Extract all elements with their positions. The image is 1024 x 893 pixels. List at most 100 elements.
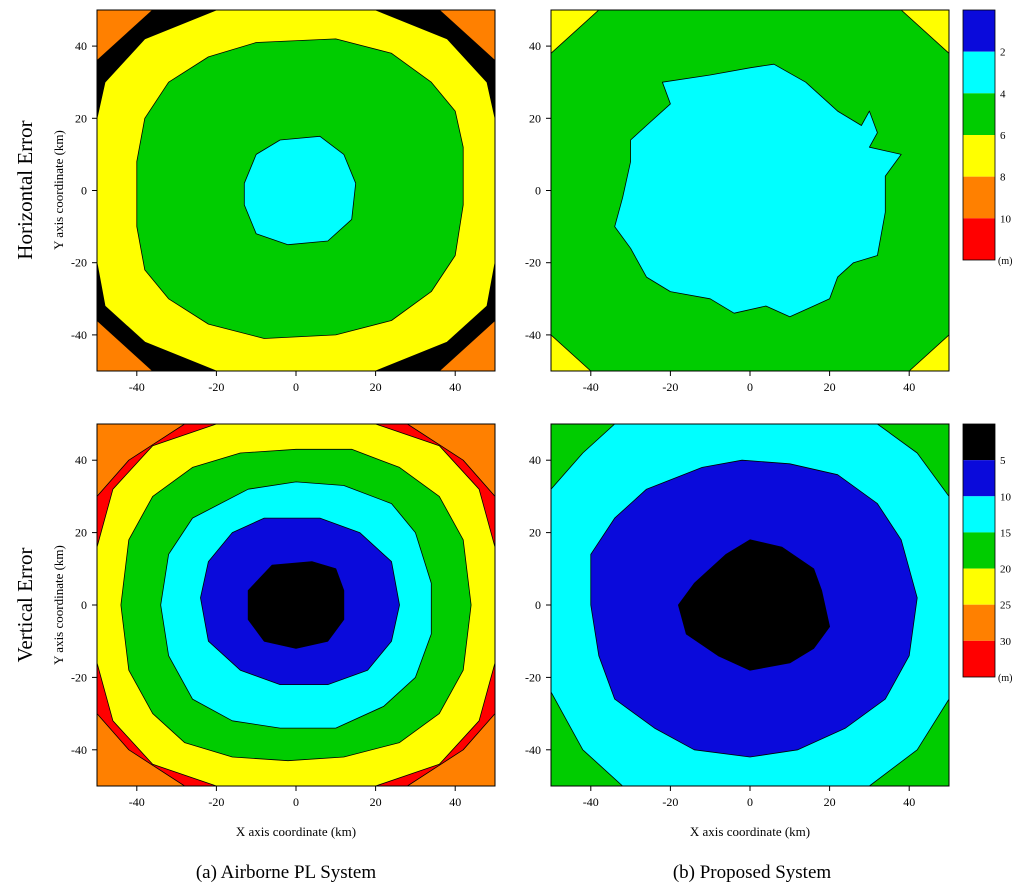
x-tick-label: 0 xyxy=(747,795,753,809)
contour-region xyxy=(97,424,186,497)
contour-region xyxy=(877,424,949,497)
colorbar-frame xyxy=(962,423,996,678)
colorbars: 2 4 6 8 10 (m) 5 10 15 20 25 30 (m) xyxy=(962,9,1012,684)
x-tick-label: 20 xyxy=(824,380,836,394)
x-tick-label: 0 xyxy=(293,795,299,809)
colorbar-swatch xyxy=(963,640,995,677)
colorbar-label: 2 xyxy=(1000,47,1006,59)
contour-panels: -40 -20 0 20 40 -40 -20 0 20 40 -40 -20 0 20 40 -40 -20 0… xyxy=(71,9,950,809)
contour-panel-3: -40 -20 0 20 40 -40 -20 0 20 40 xyxy=(525,423,950,809)
row-label-vertical: Vertical Error xyxy=(13,548,37,663)
y-tick-label: 0 xyxy=(81,598,87,612)
y-tick-label: 0 xyxy=(535,598,541,612)
x-tick-label: -40 xyxy=(583,380,599,394)
x-tick-label: -20 xyxy=(662,795,678,809)
colorbar-label: 10 xyxy=(1000,213,1012,225)
colorbar-0: 2 4 6 8 10 (m) xyxy=(962,9,1012,267)
x-tick-label: -40 xyxy=(129,380,145,394)
colorbar-swatch xyxy=(963,51,995,94)
contour-region xyxy=(97,320,154,371)
colorbar-label: 25 xyxy=(1000,600,1012,612)
contour-region xyxy=(406,713,495,786)
colorbar-swatch xyxy=(963,604,995,641)
colorbar-swatch xyxy=(963,93,995,135)
colorbar-swatch xyxy=(963,10,995,52)
contour-region xyxy=(869,698,949,786)
contour-region xyxy=(438,320,495,371)
colorbar-unit: (m) xyxy=(998,256,1012,267)
colorbar-label: 15 xyxy=(1000,527,1012,539)
contour-region xyxy=(406,424,495,497)
contour-region xyxy=(908,334,949,371)
y-tick-label: 0 xyxy=(81,184,87,198)
y-tick-label: 40 xyxy=(529,453,541,467)
colorbar-swatch xyxy=(963,424,995,461)
x-tick-label: -20 xyxy=(662,380,678,394)
x-tick-label: 40 xyxy=(449,380,461,394)
contour-region xyxy=(247,561,345,649)
y-tick-label: -20 xyxy=(525,256,541,270)
x-tick-label: 40 xyxy=(903,380,915,394)
y-tick-label: -40 xyxy=(525,328,541,342)
y-tick-label: -20 xyxy=(525,670,541,684)
y-tick-label: 20 xyxy=(75,526,87,540)
row-label-horizontal: Horizontal Error xyxy=(13,120,37,259)
x-tick-label: 20 xyxy=(824,795,836,809)
contour-panel-1: -40 -20 0 20 40 -40 -20 0 20 40 xyxy=(525,9,950,394)
y-tick-label: 0 xyxy=(535,184,541,198)
contour-panel-2: -40 -20 0 20 40 -40 -20 0 20 40 xyxy=(71,423,496,809)
contour-region xyxy=(551,10,600,54)
caption-left: (a) Airborne PL System xyxy=(196,862,377,883)
colorbar-swatch xyxy=(963,135,995,177)
contour-region xyxy=(97,713,186,786)
x-tick-label: 20 xyxy=(370,795,382,809)
x-tick-label: 0 xyxy=(747,380,753,394)
colorbar-label: 4 xyxy=(1000,88,1006,100)
y-tick-label: 20 xyxy=(529,526,541,540)
colorbar-swatch xyxy=(963,176,995,219)
contour-region xyxy=(551,424,616,490)
contour-region xyxy=(438,10,495,61)
colorbar-unit: (m) xyxy=(998,673,1012,684)
colorbar-swatch xyxy=(963,496,995,533)
colorbar-swatch xyxy=(963,532,995,569)
y-tick-label: -20 xyxy=(71,670,87,684)
x-tick-label: 40 xyxy=(903,795,915,809)
x-tick-label: -40 xyxy=(583,795,599,809)
contour-region xyxy=(900,10,949,54)
xlabel-right: X axis coordinate (km) xyxy=(690,824,810,839)
y-tick-label: 20 xyxy=(529,111,541,125)
contour-region xyxy=(551,334,592,371)
contour-panel-0: -40 -20 0 20 40 -40 -20 0 20 40 xyxy=(71,9,496,394)
x-tick-label: -40 xyxy=(129,795,145,809)
colorbar-swatch xyxy=(963,218,995,260)
colorbar-label: 10 xyxy=(1000,491,1012,503)
x-tick-label: -20 xyxy=(208,795,224,809)
contour-region xyxy=(678,539,830,671)
colorbar-swatch xyxy=(963,568,995,605)
colorbar-1: 5 10 15 20 25 30 (m) xyxy=(962,423,1012,684)
ylabel-top: Y axis coordinate (km) xyxy=(51,130,66,250)
colorbar-label: 5 xyxy=(1000,455,1006,467)
y-tick-label: 40 xyxy=(75,39,87,53)
contour-region xyxy=(551,691,623,786)
y-tick-label: -40 xyxy=(71,328,87,342)
colorbar-label: 8 xyxy=(1000,172,1006,184)
ylabel-bottom: Y axis coordinate (km) xyxy=(51,545,66,665)
x-tick-label: -20 xyxy=(208,380,224,394)
y-tick-label: 40 xyxy=(529,39,541,53)
y-tick-label: -40 xyxy=(71,743,87,757)
contour-region xyxy=(97,10,154,61)
x-tick-label: 20 xyxy=(370,380,382,394)
colorbar-label: 6 xyxy=(1000,130,1006,142)
colorbar-label: 20 xyxy=(1000,564,1012,576)
y-tick-label: 20 xyxy=(75,111,87,125)
y-tick-label: 40 xyxy=(75,453,87,467)
x-tick-label: 0 xyxy=(293,380,299,394)
y-tick-label: -20 xyxy=(71,256,87,270)
contour-region xyxy=(614,63,902,318)
y-tick-label: -40 xyxy=(525,743,541,757)
contour-region xyxy=(243,135,357,246)
colorbar-frame xyxy=(962,9,996,261)
